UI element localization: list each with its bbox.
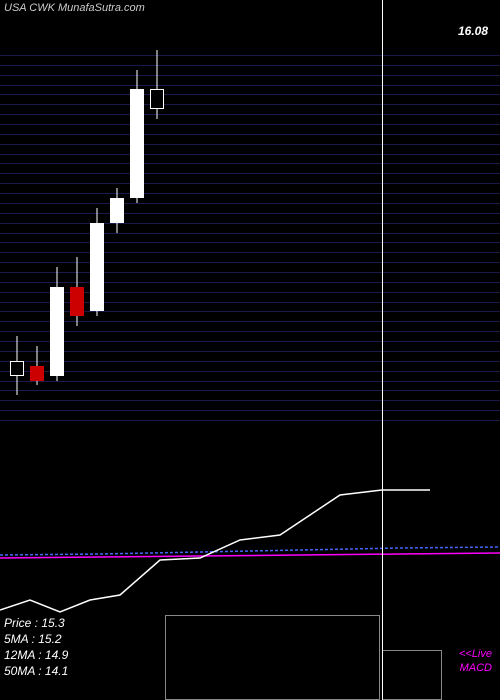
cursor-vertical-line [382,0,383,700]
top-price-label: 16.08 [458,24,488,38]
price-info: Price : 15.3 [4,616,65,630]
macd-label: MACD [460,662,492,674]
ma12-info: 12MA : 14.9 [4,648,68,662]
ma5-info: 5MA : 15.2 [4,632,62,646]
indicator-chart [0,0,500,700]
header-text: USA CWK MunafaSutra.com [4,2,145,14]
live-label: <<Live [459,648,492,660]
ma50-info: 50MA : 14.1 [4,664,68,678]
